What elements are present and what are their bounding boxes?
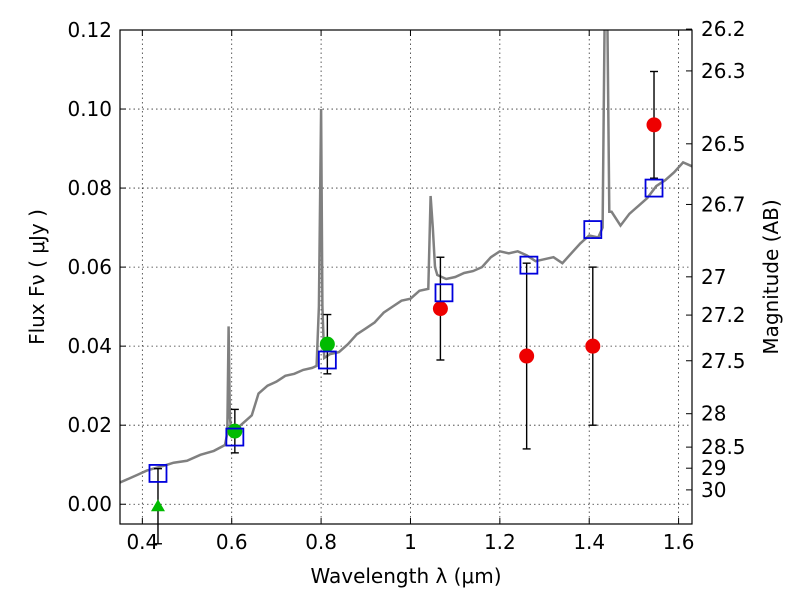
x-tick-label: 0.6 <box>216 530 248 554</box>
mag-tick-label: 26.2 <box>701 17 746 41</box>
model-photometry-point <box>317 350 337 370</box>
y-tick-label: 0.00 <box>67 492 112 516</box>
y2-axis-label: Magnitude (AB) <box>759 199 783 354</box>
mag-tick-label: 27 <box>701 265 726 289</box>
plot-area <box>120 30 692 545</box>
x-tick-label: 1.6 <box>663 530 695 554</box>
y-axis-label: Flux Fν ( μJy ) <box>25 209 49 345</box>
x-axis-label: Wavelength λ (μm) <box>310 564 501 588</box>
model-photometry-point <box>225 427 245 447</box>
mag-tick-label: 26.5 <box>701 132 746 156</box>
x-tick-label: 0.4 <box>126 530 158 554</box>
mag-tick-label: 27.2 <box>701 303 746 327</box>
mag-tick-label: 26.3 <box>701 59 746 83</box>
y-tick-label: 0.06 <box>67 255 112 279</box>
model-photometry-point <box>434 283 454 303</box>
mag-tick-label: 29 <box>701 456 726 480</box>
mag-tick-label: 30 <box>701 478 726 502</box>
x-tick-label: 1.2 <box>484 530 516 554</box>
spectrum-line <box>120 30 692 484</box>
data-point <box>432 301 448 317</box>
mag-tick-label: 28 <box>701 402 726 426</box>
upper-limit-marker <box>150 499 165 512</box>
model-photometry-point <box>644 178 664 198</box>
axis-ticks: 0.4 0.6 0.8 1 1.2 1.4 1.6 0.00 0.02 0.04 0.06 0.08 0… <box>67 17 745 554</box>
data-point <box>585 338 601 354</box>
y-tick-label: 0.04 <box>67 334 112 358</box>
mag-tick-label: 28.5 <box>701 435 746 459</box>
data-point <box>519 348 535 364</box>
model-photometry-point <box>148 464 168 483</box>
mag-tick-label: 27.5 <box>701 349 746 373</box>
y-tick-label: 0.10 <box>67 97 112 121</box>
x-tick-label: 0.8 <box>305 530 337 554</box>
data-point <box>227 423 243 439</box>
x-tick-label: 1.4 <box>573 530 605 554</box>
x-tick-label: 1 <box>404 530 417 554</box>
data-point <box>319 336 335 352</box>
model-photometry-point <box>583 220 603 239</box>
y-tick-label: 0.12 <box>67 18 112 42</box>
mag-tick-label: 26.7 <box>701 192 746 216</box>
data-point <box>646 117 662 133</box>
y-tick-label: 0.08 <box>67 176 112 200</box>
model-photometry-point <box>519 255 539 275</box>
y-tick-label: 0.02 <box>67 413 112 437</box>
